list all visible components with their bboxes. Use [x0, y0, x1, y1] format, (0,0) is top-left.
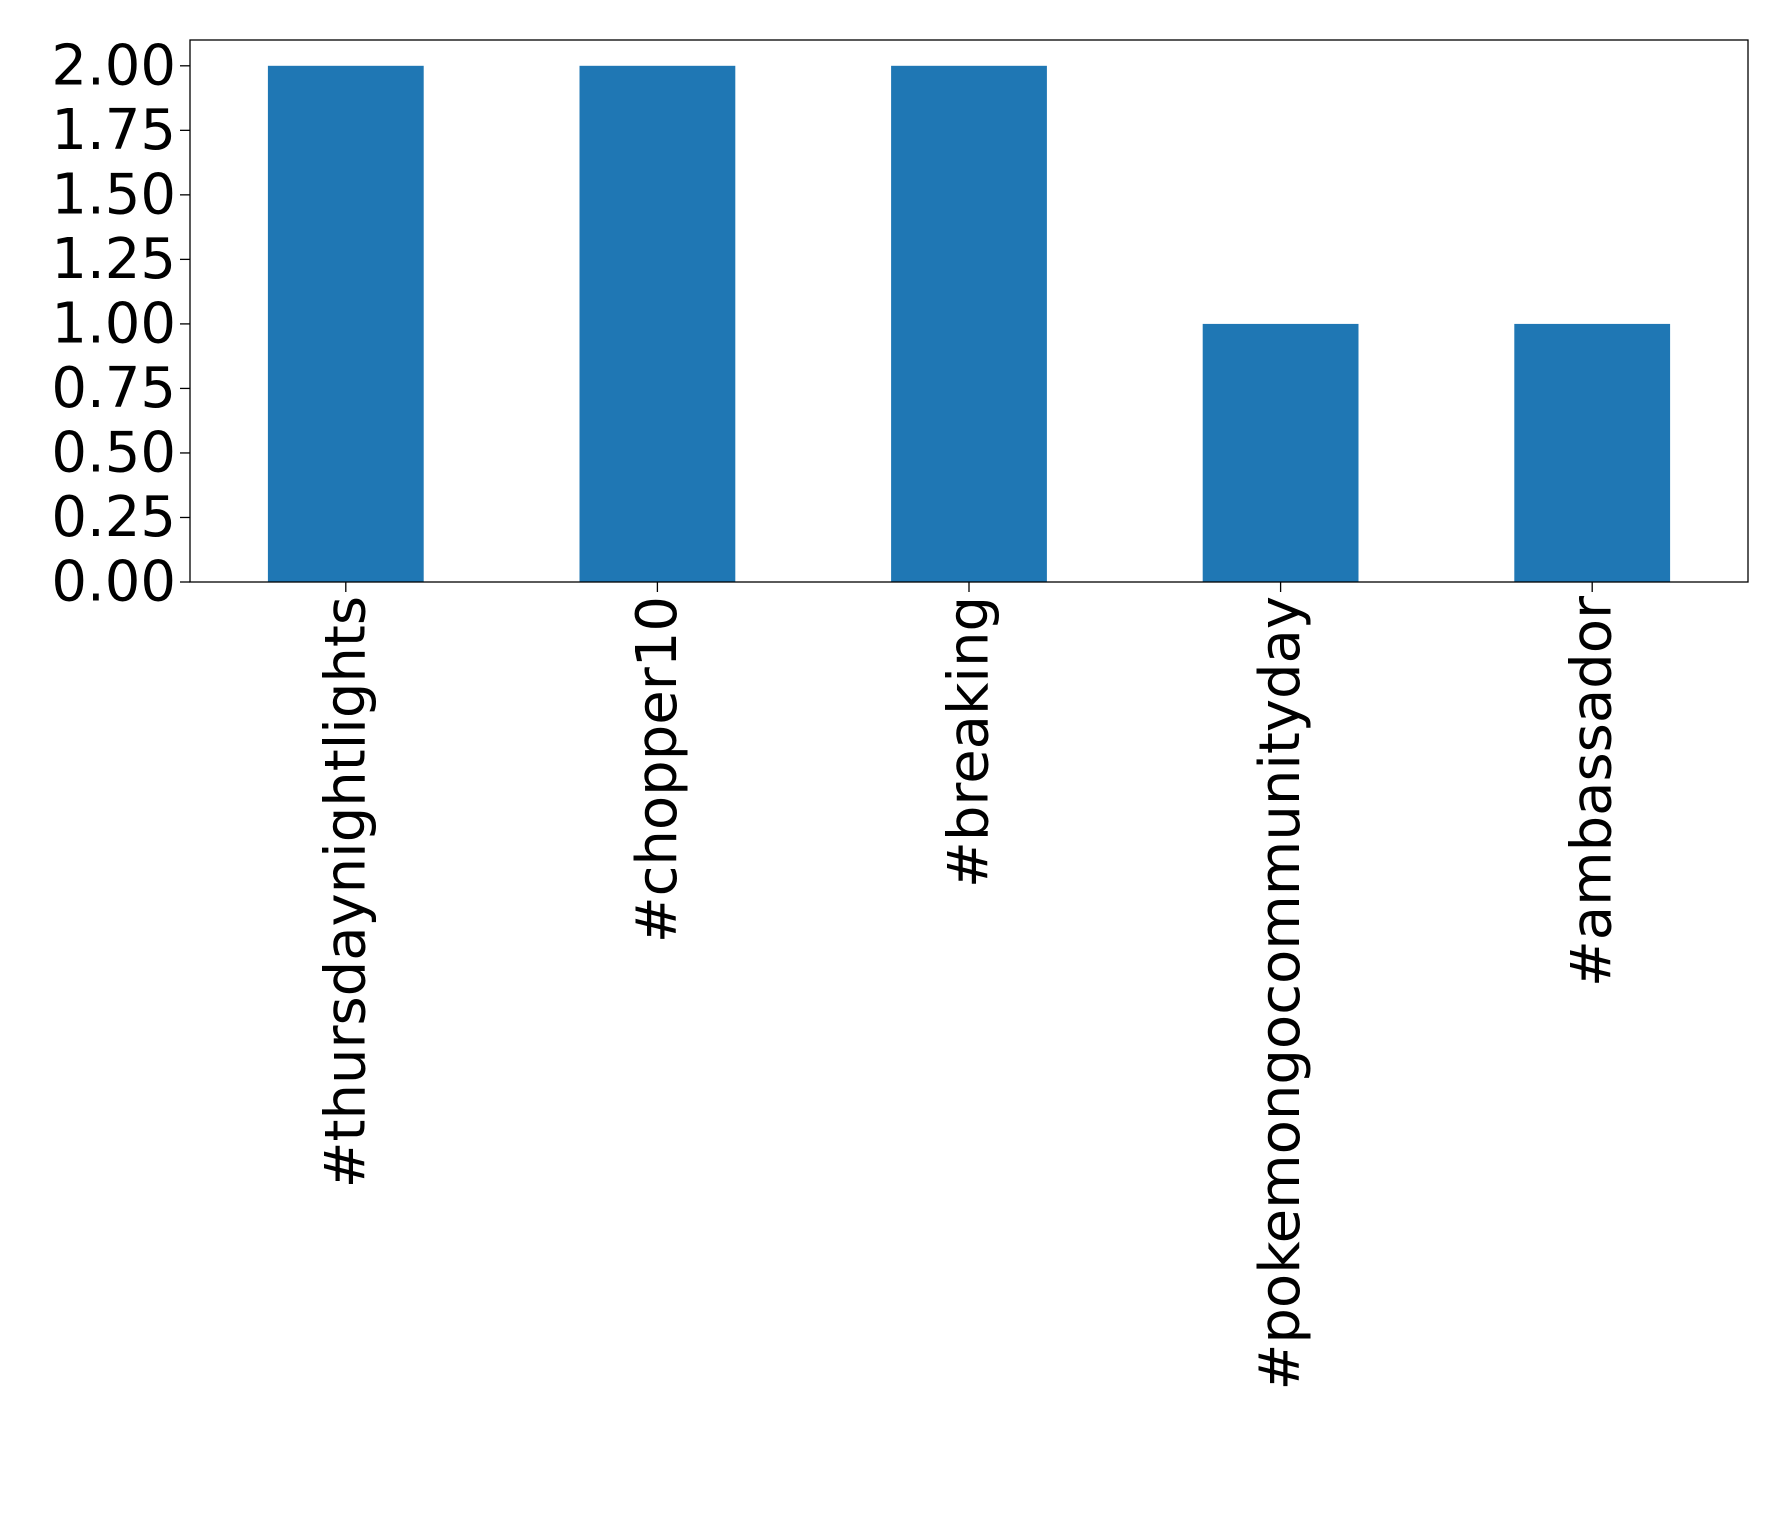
bar	[1514, 323, 1671, 582]
x-tick-label: #thursdaynightlights	[313, 596, 378, 1188]
x-axis-ticks: #thursdaynightlights #chopper10 #breaking #…	[313, 582, 1625, 1391]
bar	[1202, 323, 1359, 582]
y-tick-label: 1.00	[51, 291, 176, 356]
x-tick-label: #pokemongocommunityday	[1248, 596, 1313, 1391]
x-tick-label: #ambassador	[1560, 595, 1625, 987]
y-tick-label: 0.50	[51, 420, 176, 485]
y-tick-label: 2.00	[51, 33, 176, 98]
y-tick-label: 0.75	[51, 356, 176, 421]
bar	[579, 65, 736, 583]
y-tick-label: 0.00	[51, 550, 176, 615]
bars-group	[267, 65, 1671, 583]
y-tick-label: 1.25	[51, 227, 176, 292]
bar	[891, 65, 1047, 583]
x-tick-label: #chopper10	[625, 596, 690, 943]
y-axis-ticks: 0.000.250.500.751.001.251.501.752.00	[51, 33, 190, 615]
plot-frame	[189, 39, 1749, 583]
y-tick-label: 1.75	[51, 98, 176, 163]
x-tick-label: #breaking	[937, 596, 1002, 888]
y-tick-label: 0.25	[51, 485, 176, 550]
bar	[267, 65, 424, 583]
y-tick-label: 1.50	[51, 162, 176, 227]
